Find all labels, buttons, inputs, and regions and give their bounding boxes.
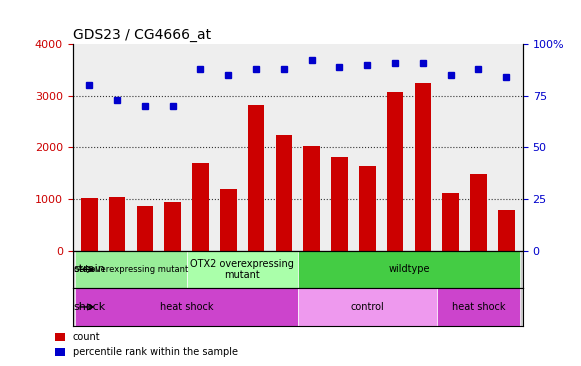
Text: control: control xyxy=(350,302,384,312)
FancyBboxPatch shape xyxy=(297,288,437,326)
Bar xyxy=(81,198,98,251)
Text: wildtype: wildtype xyxy=(388,264,430,274)
Text: heat shock: heat shock xyxy=(160,302,213,312)
Bar xyxy=(275,135,292,251)
Bar xyxy=(220,188,236,251)
FancyBboxPatch shape xyxy=(76,251,187,288)
Text: OTX2 overexpressing
mutant: OTX2 overexpressing mutant xyxy=(190,258,294,280)
Bar xyxy=(359,166,375,251)
Text: GDS23 / CG4666_at: GDS23 / CG4666_at xyxy=(73,27,211,41)
Bar xyxy=(137,206,153,251)
Bar xyxy=(470,173,487,251)
Bar xyxy=(414,83,431,251)
Bar xyxy=(192,163,209,251)
Bar xyxy=(442,193,459,251)
Legend: count, percentile rank within the sample: count, percentile rank within the sample xyxy=(51,329,242,361)
Text: shock: shock xyxy=(73,302,105,312)
FancyBboxPatch shape xyxy=(76,288,297,326)
FancyBboxPatch shape xyxy=(297,251,520,288)
Bar xyxy=(303,146,320,251)
Bar xyxy=(387,92,403,251)
Bar xyxy=(248,105,264,251)
Text: otd overexpressing mutant: otd overexpressing mutant xyxy=(74,265,188,274)
FancyBboxPatch shape xyxy=(437,288,520,326)
Bar xyxy=(331,157,348,251)
Text: strain: strain xyxy=(73,264,105,274)
FancyBboxPatch shape xyxy=(187,251,297,288)
Bar xyxy=(164,202,181,251)
Bar xyxy=(498,210,515,251)
Text: heat shock: heat shock xyxy=(451,302,505,312)
Bar xyxy=(109,197,125,251)
